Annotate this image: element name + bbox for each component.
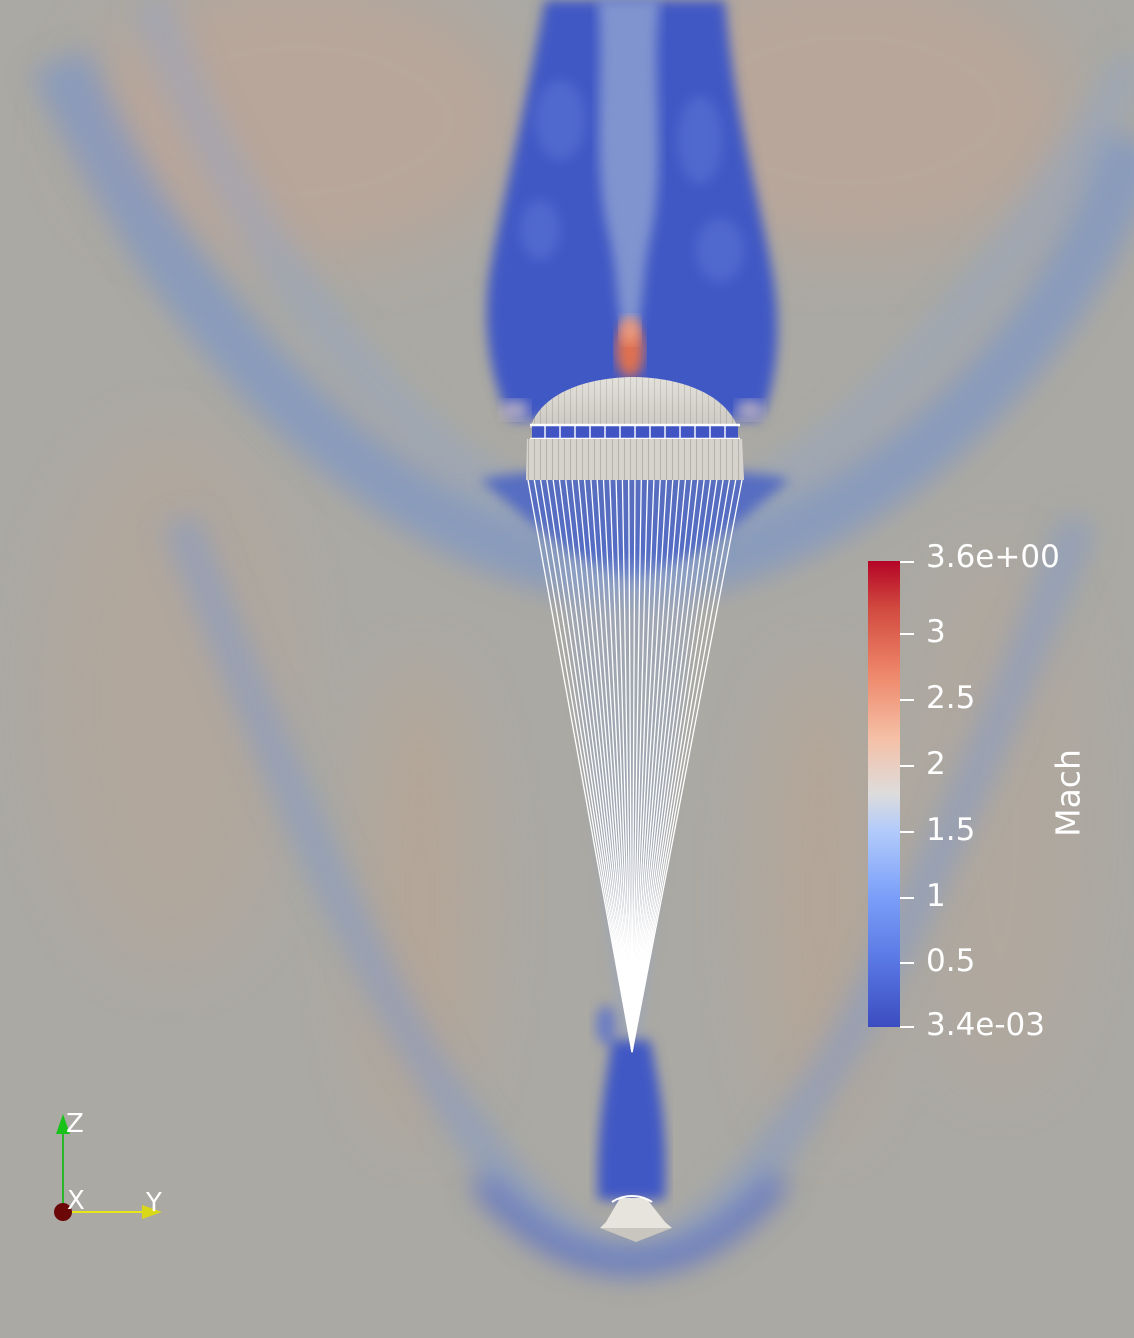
suspension-line bbox=[631, 479, 680, 1053]
suspension-line bbox=[539, 479, 633, 1053]
entry-capsule bbox=[600, 1195, 672, 1242]
y-axis-arrow-icon bbox=[142, 1205, 162, 1219]
x-axis-marker-icon bbox=[54, 1203, 72, 1221]
suspension-line bbox=[565, 479, 633, 1053]
colorbar-label-0-5: 0.5 bbox=[926, 943, 976, 979]
parachute-canopy bbox=[526, 377, 744, 480]
suspension-line bbox=[631, 479, 642, 1053]
colorbar-label-1: 1 bbox=[926, 878, 946, 914]
suspension-line bbox=[546, 479, 633, 1053]
colorbar-label-1-5: 1.5 bbox=[926, 812, 976, 848]
suspension-line bbox=[631, 479, 743, 1053]
colorbar-label-2-5: 2.5 bbox=[926, 680, 976, 716]
colorbar-label-min: 3.4e-03 bbox=[926, 1007, 1046, 1043]
suspension-line bbox=[631, 479, 712, 1053]
colorbar-ramp bbox=[868, 561, 900, 1027]
suspension-line bbox=[631, 479, 649, 1053]
capsule-wake bbox=[596, 1005, 666, 1200]
colorbar-label-2: 2 bbox=[926, 746, 946, 782]
suspension-line bbox=[615, 479, 633, 1053]
suspension-line bbox=[631, 479, 705, 1053]
suspension-line bbox=[602, 479, 633, 1053]
colorbar-label-max: 3.6e+00 bbox=[926, 539, 1060, 575]
suspension-line bbox=[631, 479, 674, 1053]
suspension-line bbox=[596, 479, 633, 1053]
suspension-line bbox=[631, 479, 693, 1053]
suspension-line bbox=[527, 479, 633, 1053]
canopy-wake bbox=[486, 0, 778, 420]
suspension-line bbox=[631, 479, 687, 1053]
suspension-line bbox=[552, 479, 633, 1053]
suspension-line bbox=[533, 479, 633, 1053]
y-axis-label: Y bbox=[146, 1188, 162, 1218]
suspension-line bbox=[631, 479, 699, 1053]
suspension-line bbox=[628, 479, 633, 1053]
colorbar-ticks bbox=[900, 561, 914, 1028]
suspension-line bbox=[631, 479, 731, 1053]
suspension-line bbox=[631, 479, 724, 1053]
suspension-line bbox=[621, 479, 633, 1053]
suspension-line bbox=[609, 479, 633, 1053]
suspension-lines bbox=[527, 479, 743, 1053]
suspension-line bbox=[631, 479, 668, 1053]
z-axis-arrow-icon bbox=[56, 1114, 70, 1134]
band-slots bbox=[544, 425, 726, 439]
suspension-line bbox=[631, 479, 636, 1053]
orientation-axes bbox=[54, 1114, 162, 1221]
suspension-line bbox=[631, 479, 661, 1053]
capsule-bow-shock bbox=[163, 513, 1097, 1277]
suspension-line bbox=[631, 479, 737, 1053]
x-axis-label: X bbox=[67, 1186, 85, 1216]
suspension-line bbox=[583, 479, 633, 1053]
colorbar-label-3: 3 bbox=[926, 614, 946, 650]
suspension-line bbox=[571, 479, 633, 1053]
suspension-line bbox=[558, 479, 633, 1053]
suspension-line bbox=[631, 479, 655, 1053]
suspension-line bbox=[577, 479, 633, 1053]
suspension-line bbox=[631, 479, 718, 1053]
z-axis-label: Z bbox=[66, 1109, 84, 1139]
colorbar-title: Mach bbox=[1048, 749, 1088, 837]
suspension-line bbox=[590, 479, 633, 1053]
